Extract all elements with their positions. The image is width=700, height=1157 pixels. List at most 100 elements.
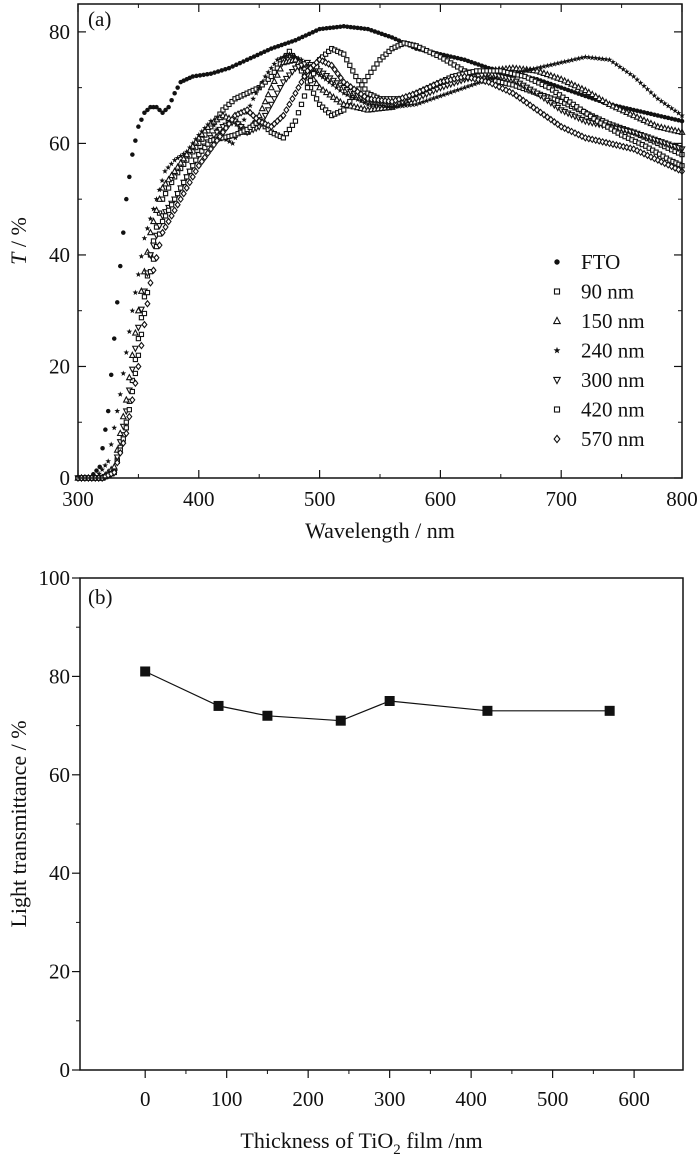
data-point: [324, 26, 329, 31]
data-point: [547, 61, 554, 68]
data-point: [334, 24, 340, 30]
data-point: [623, 68, 630, 75]
data-point: [132, 289, 139, 296]
data-point: [295, 55, 302, 61]
data-point: [265, 69, 272, 75]
data-point: [561, 76, 569, 84]
data-point: [133, 138, 138, 143]
data-point: [268, 65, 275, 71]
data-point: [183, 150, 191, 158]
data-point: [669, 116, 674, 121]
data-point: [648, 111, 654, 117]
data-point: [114, 458, 121, 467]
data-point: [155, 223, 164, 230]
data-point: [327, 25, 333, 31]
panel-b-x-tick-label: 300: [374, 1087, 406, 1111]
data-point: [300, 34, 305, 40]
data-point: [175, 85, 180, 90]
data-point: [129, 388, 136, 395]
data-point: [472, 61, 478, 66]
panel-b-x-tick-label: 600: [618, 1087, 650, 1111]
data-point: [606, 56, 613, 63]
data-point: [630, 73, 637, 79]
data-point: [138, 315, 145, 321]
data-point: [204, 149, 211, 158]
data-point: [205, 72, 210, 77]
panel-b-ticks: 0 100 200 300 400 500 600 0 20 40 60 80 100: [39, 566, 650, 1111]
data-point: [316, 101, 323, 108]
data-point: [571, 81, 579, 89]
data-point: [156, 210, 163, 216]
data-point: [340, 90, 347, 96]
data-point: [169, 97, 174, 103]
data-point: [132, 370, 139, 377]
data-point: [111, 468, 118, 477]
data-point: [599, 55, 606, 62]
data-point: [599, 96, 607, 104]
data-point: [298, 101, 305, 108]
data-point: [283, 131, 290, 137]
data-point: [96, 470, 102, 477]
data-point: [248, 55, 253, 61]
data-point: [648, 89, 654, 95]
data-point: [171, 157, 178, 163]
data-point: [658, 98, 665, 104]
data-point: [186, 144, 193, 151]
data-point: [326, 110, 332, 116]
panel-b-y-tick-label: 100: [39, 566, 71, 590]
data-point: [306, 31, 312, 37]
data-point: [413, 101, 420, 107]
data-point: [105, 408, 111, 414]
data-point: [201, 153, 208, 162]
data-point: [162, 213, 169, 219]
data-point: [205, 121, 211, 128]
data-point: [347, 93, 354, 99]
data-point: [292, 89, 299, 98]
data-point: [609, 101, 617, 109]
data-point: [554, 60, 561, 66]
data-point: [558, 59, 565, 65]
panel-b-y-tick-label: 40: [49, 861, 70, 885]
data-point: [210, 140, 218, 149]
data-point: [208, 71, 214, 76]
data-point: [274, 56, 281, 63]
data-point: [350, 68, 356, 74]
data-point: [461, 72, 468, 81]
data-point: [585, 88, 593, 96]
data-point: [344, 91, 351, 98]
data-point: [212, 70, 217, 75]
data-point: [128, 351, 136, 358]
data-point: [172, 90, 177, 96]
panel-a-y-axis-unit: / %: [6, 217, 31, 252]
data-point: [461, 84, 468, 91]
data-point: [168, 212, 175, 220]
data-point: [139, 117, 144, 122]
data-point: [280, 135, 287, 141]
data-point: [331, 65, 338, 74]
data-point: [272, 45, 277, 50]
data-point: [223, 66, 228, 72]
panel-a-plot-frame: [77, 3, 683, 479]
data-point: [129, 377, 136, 384]
data-point: [551, 61, 558, 67]
data-point: [655, 113, 661, 118]
data-point: [115, 300, 120, 305]
data-point: [541, 63, 547, 69]
data-point: [161, 179, 170, 187]
panel-b-x-tick-label: 200: [292, 1087, 324, 1111]
data-point: [166, 104, 171, 110]
data-point: [371, 65, 377, 71]
transmittance-point: [140, 666, 151, 677]
data-point: [256, 84, 263, 91]
data-point: [262, 49, 267, 55]
data-point: [451, 88, 458, 94]
data-point: [119, 412, 127, 420]
data-point: [619, 106, 627, 114]
data-point: [647, 119, 655, 127]
data-point: [177, 152, 184, 159]
data-point: [192, 167, 199, 176]
data-point: [579, 92, 585, 98]
data-point: [174, 162, 182, 170]
data-point: [250, 95, 257, 102]
data-point: [320, 26, 326, 31]
